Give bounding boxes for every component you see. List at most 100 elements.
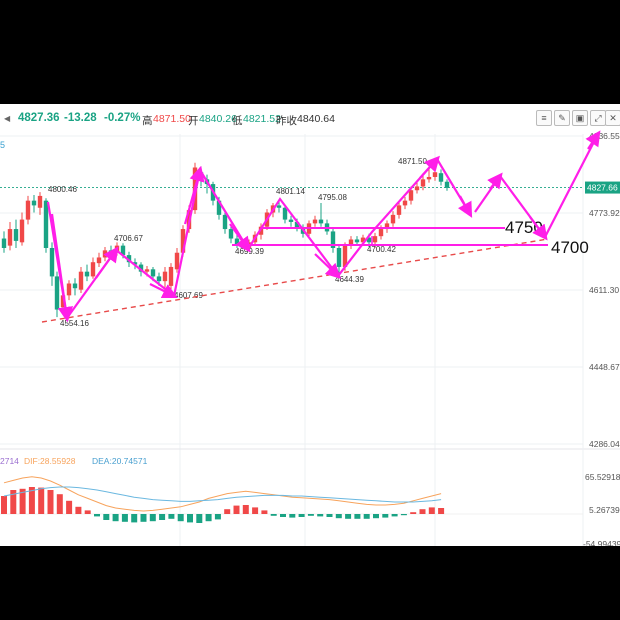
candle-down <box>72 283 78 289</box>
swing-price-label: 4801.14 <box>276 187 305 196</box>
macd-bar-down <box>177 514 184 522</box>
macd-axis-tick: 65.52918 <box>585 472 620 482</box>
price-axis-tick: 4773.92 <box>589 208 620 218</box>
close-icon[interactable]: ✕ <box>605 110 620 126</box>
candle-up <box>19 219 25 243</box>
macd-bar-down <box>373 514 379 519</box>
macd-bar-down <box>103 514 110 520</box>
projection-arrow <box>529 216 548 241</box>
candle-up <box>426 176 432 180</box>
candle-down <box>84 271 90 277</box>
macd-bar-down <box>326 514 333 517</box>
expand-icon[interactable]: ⤢ <box>590 110 606 126</box>
swing-price-label: 4800.46 <box>48 185 77 194</box>
macd-param-label: 2714 <box>0 456 19 466</box>
candle-down <box>31 200 37 206</box>
chart-canvas[interactable]: 4936.55 4773.92 4611.30 4448.67 4286.04 4827.… <box>0 104 620 546</box>
macd-bar-down <box>94 514 100 517</box>
prev-close-value: 4840.64 <box>297 113 335 125</box>
macd-bar-down <box>140 514 147 522</box>
macd-bar-down <box>289 514 296 518</box>
last-price: 4827.36 <box>18 112 60 124</box>
macd-bar-up <box>38 487 45 514</box>
macd-bar-down <box>168 514 175 519</box>
price-change: -13.28 <box>64 112 97 124</box>
collapse-arrow-icon[interactable]: ◀ <box>4 114 11 123</box>
macd-bar-up <box>428 507 435 514</box>
macd-bar-up <box>10 490 17 514</box>
macd-bar-down <box>280 514 286 517</box>
candle-up <box>168 266 174 286</box>
lock-icon[interactable]: ▣ <box>572 110 588 126</box>
macd-bar-down <box>298 514 305 517</box>
candle-up <box>102 250 108 258</box>
candle-down <box>138 264 144 272</box>
price-axis-tick: 4936.55 <box>589 131 620 141</box>
candle-down <box>288 219 294 222</box>
macd-bar-down <box>214 514 221 520</box>
macd-bar-down <box>363 514 370 519</box>
macd-bar-up <box>242 505 249 514</box>
candle-up <box>174 252 180 270</box>
candle-down <box>294 221 300 229</box>
price-axis-tick: 4286.04 <box>589 439 620 449</box>
candle-down <box>150 269 156 277</box>
candle-up <box>144 269 150 272</box>
macd-bar-up <box>66 500 73 514</box>
candle-up <box>378 229 384 237</box>
pencil-icon[interactable]: ✎ <box>554 110 570 126</box>
macd-bar-down <box>187 514 193 523</box>
candle-down <box>336 248 342 267</box>
candle-down <box>126 255 132 263</box>
macd-bar-up <box>19 488 26 514</box>
macd-bar-down <box>391 514 398 517</box>
candle-down <box>54 276 60 310</box>
candle-down <box>1 238 7 249</box>
macd-bar-up <box>56 494 63 514</box>
candle-down <box>318 219 324 224</box>
candle-down <box>49 248 55 277</box>
indicator-icon[interactable]: ≡ <box>536 110 552 126</box>
candle-up <box>180 229 186 253</box>
price-axis-tick: 4611.30 <box>589 285 619 295</box>
candle-up <box>312 219 318 224</box>
candle-down <box>282 207 288 220</box>
macd-bar-up <box>419 509 426 514</box>
macd-bar-down <box>382 514 389 518</box>
wave-arrow <box>149 283 178 298</box>
macd-bar-down <box>196 514 203 523</box>
macd-bar-down <box>354 514 361 519</box>
candle-down <box>276 205 282 208</box>
candle-up <box>162 271 168 282</box>
open-label: 开 <box>188 115 199 127</box>
macd-bar-down <box>131 514 138 523</box>
open-value: 4840.26 <box>199 113 237 125</box>
swing-price-label: 4554.16 <box>60 319 89 328</box>
candle-down <box>108 250 114 253</box>
candle-up <box>96 257 102 264</box>
support-trendline <box>41 238 549 323</box>
candle-down <box>330 231 336 249</box>
wave-arrow <box>229 223 251 253</box>
wave-path <box>46 157 471 321</box>
candle-down <box>156 276 162 282</box>
wave-arrow <box>95 246 119 279</box>
wave-arrow <box>419 155 440 179</box>
projection-arrow <box>585 130 601 150</box>
swing-price-label: 4607.69 <box>174 291 203 300</box>
macd-bar-down <box>335 514 342 519</box>
candle-up <box>342 245 348 267</box>
macd-bar-up <box>47 490 54 514</box>
macd-bar-up <box>224 509 231 514</box>
macd-bar-down <box>149 514 156 522</box>
candle-down <box>120 245 126 256</box>
macd-bar-down <box>159 514 166 520</box>
low-label: 低 <box>232 115 243 127</box>
quote-header: ◀ 4827.36 -13.28 -0.27% 高 4871.50 开 4840… <box>0 104 620 150</box>
candle-up <box>396 205 402 215</box>
high-label: 高 <box>142 115 153 127</box>
price-change-pct: -0.27% <box>104 112 141 124</box>
projection-path <box>474 133 599 240</box>
macd-bar-down <box>307 514 314 516</box>
price-axis-tick: 4448.67 <box>589 362 620 372</box>
